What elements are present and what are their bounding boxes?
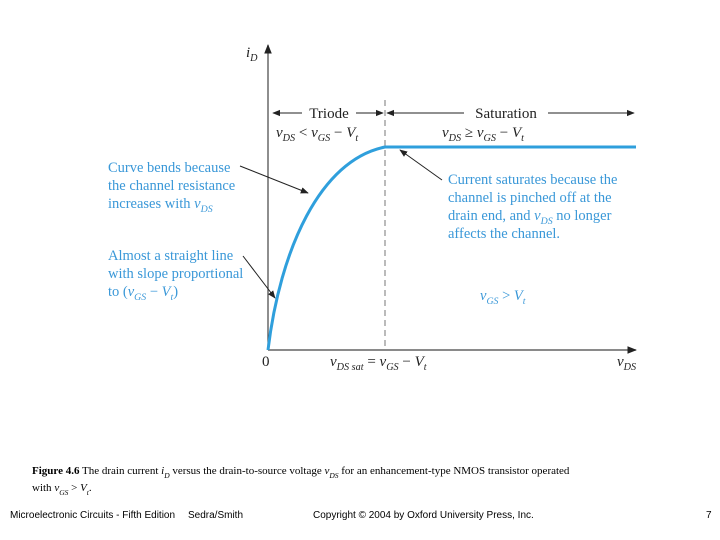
caption: Figure 4.6 The drain current iD versus t… — [32, 465, 570, 480]
text-segment: v — [128, 284, 135, 300]
text-segment: V — [415, 354, 426, 370]
text-segment: GS — [486, 296, 498, 307]
annotation: Curve bends because the channel resistanc… — [108, 160, 235, 215]
annotation-line: drain end, and vDS no longer — [448, 208, 612, 227]
text-segment: t — [87, 488, 90, 497]
footer-text: Microelectronic Circuits - Fifth Edition — [10, 510, 175, 521]
text-segment: Figure 4.6 — [32, 465, 80, 477]
text-segment: v — [194, 196, 201, 212]
annotation-line: with slope proportional — [108, 266, 243, 282]
text-segment: ) — [173, 284, 178, 300]
annotation-line: increases with vDS — [108, 196, 213, 215]
text-segment: v — [54, 482, 59, 494]
text-segment: DS sat — [336, 362, 365, 373]
text-segment: < — [295, 125, 311, 141]
footer-text: Copyright © 2004 by Oxford University Pr… — [313, 510, 534, 521]
text-segment: v — [617, 354, 624, 370]
text-segment: V — [512, 125, 523, 141]
text-segment: v — [324, 465, 329, 477]
text-segment: v — [477, 125, 484, 141]
text-segment: V — [514, 288, 525, 304]
text-segment: v — [480, 288, 487, 304]
text-segment: DS — [540, 216, 553, 227]
text-segment: DS — [448, 133, 461, 144]
id-curve — [266, 145, 636, 351]
text-segment: drain end, and — [448, 208, 534, 224]
text-segment: DS — [623, 362, 636, 373]
text-segment: v — [276, 125, 283, 141]
text-segment: − — [146, 284, 161, 300]
text-segment: The drain current — [79, 465, 161, 477]
caption: with vGS > Vt. — [32, 482, 92, 497]
text-segment: GS — [59, 488, 68, 497]
text-segment: with — [32, 482, 54, 494]
text-segment: DS — [328, 471, 338, 480]
text-segment: > — [68, 482, 80, 494]
text-segment: t — [171, 292, 174, 303]
text-segment: t — [355, 133, 359, 144]
label-bg — [464, 104, 548, 122]
text-segment: versus the drain-to-source voltage — [170, 465, 325, 477]
annotation-line: to (vGS − Vt) — [108, 284, 178, 303]
text-segment: ≥ — [461, 125, 477, 141]
gate-condition: vGS > Vt — [480, 288, 526, 307]
footer-text: Sedra/Smith — [188, 510, 243, 521]
text-segment: v — [534, 208, 541, 224]
text-segment: v — [311, 125, 318, 141]
region-condition: vDS < vGS − Vt — [276, 125, 359, 144]
text-segment: DS — [200, 204, 213, 215]
annotation-arrow — [242, 255, 276, 299]
text-segment: increases with — [108, 196, 194, 212]
text-segment: D — [249, 53, 258, 64]
x-axis-label: vDS — [617, 354, 636, 373]
annotation-line: Curve bends because — [108, 160, 230, 176]
annotation-line: channel is pinched off at the — [448, 190, 612, 206]
page-number: 7 — [706, 510, 712, 521]
text-segment: v — [442, 125, 449, 141]
x-mark-label: vDS sat = vGS − Vt — [330, 354, 428, 373]
annotation-arrow — [399, 149, 443, 181]
text-segment: i — [246, 45, 250, 61]
label-bg — [302, 104, 356, 122]
text-segment: GS — [386, 362, 398, 373]
region-label: Triode — [309, 106, 349, 122]
text-segment: − — [330, 125, 346, 141]
text-segment: DS — [282, 133, 295, 144]
text-segment: V — [162, 284, 173, 300]
text-segment: − — [399, 354, 415, 370]
text-segment: t — [523, 296, 526, 307]
region-label: Saturation — [475, 106, 537, 122]
text-segment: GS — [484, 133, 496, 144]
text-segment: t — [521, 133, 525, 144]
y-axis-label: iD — [246, 45, 258, 64]
text-segment: V — [80, 482, 88, 494]
text-segment: t — [424, 362, 428, 373]
text-segment: − — [496, 125, 512, 141]
text-segment: for an enhancement-type NMOS transistor … — [339, 465, 570, 477]
region-condition: vDS ≥ vGS − Vt — [442, 125, 525, 144]
text-segment: D — [163, 471, 170, 480]
text-segment: to ( — [108, 284, 128, 300]
text-segment: V — [346, 125, 357, 141]
text-segment: > — [498, 288, 513, 304]
text-segment: = — [364, 354, 380, 370]
annotation: Current saturates because the channel is … — [448, 172, 618, 242]
annotation-line: the channel resistance — [108, 178, 235, 194]
origin-label: 0 — [262, 354, 270, 370]
annotation-line: Current saturates because the — [448, 172, 618, 188]
text-segment: . — [89, 482, 92, 494]
text-segment: no longer — [553, 208, 612, 224]
text-segment: GS — [318, 133, 330, 144]
text-segment: i — [161, 465, 164, 477]
annotation-line: Almost a straight line — [108, 248, 233, 264]
text-segment: v — [380, 354, 387, 370]
text-segment: v — [330, 354, 337, 370]
annotation-arrow — [239, 165, 309, 194]
text-segment: GS — [134, 292, 146, 303]
annotation-line: affects the channel. — [448, 226, 560, 242]
annotation: Almost a straight line with slope proport… — [108, 248, 243, 303]
